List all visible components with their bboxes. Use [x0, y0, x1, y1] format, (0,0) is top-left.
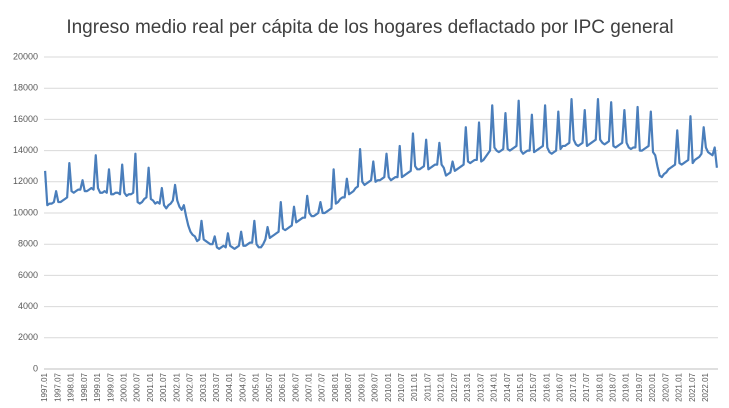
x-tick-label: 1998.07 [80, 372, 89, 401]
x-tick-label: 2014.01 [490, 372, 499, 401]
x-tick-label: 2003.01 [199, 372, 208, 401]
y-tick-label: 8000 [18, 239, 38, 249]
y-tick-label: 12000 [13, 176, 38, 186]
x-tick-label: 2019.01 [622, 372, 631, 401]
x-tick-label: 2021.07 [688, 372, 697, 401]
x-tick-label: 2012.01 [437, 372, 446, 401]
x-tick-label: 2016.01 [542, 372, 551, 401]
x-tick-label: 2020.07 [661, 372, 670, 401]
chart-title: Ingreso medio real per cápita de los hog… [66, 17, 673, 38]
y-tick-label: 16000 [13, 114, 38, 124]
x-tick-label: 2000.01 [120, 372, 129, 401]
x-tick-label: 2015.01 [516, 372, 525, 401]
x-tick-label: 2001.01 [146, 372, 155, 401]
y-tick-label: 4000 [18, 301, 38, 311]
x-tick-label: 1997.01 [40, 372, 49, 401]
x-tick-label: 2007.01 [305, 372, 314, 401]
x-tick-label: 2006.07 [291, 372, 300, 401]
x-tick-label: 2018.01 [595, 372, 604, 401]
x-tick-label: 2016.07 [556, 372, 565, 401]
x-tick-label: 2004.01 [225, 372, 234, 401]
x-tick-label: 2014.07 [503, 372, 512, 401]
y-tick-label: 2000 [18, 332, 38, 342]
y-tick-label: 0 [33, 363, 38, 373]
x-tick-label: 2009.01 [357, 372, 366, 401]
y-tick-label: 14000 [13, 145, 38, 155]
x-tick-label: 2013.07 [476, 372, 485, 401]
x-tick-label: 2008.01 [331, 372, 340, 401]
x-tick-label: 2012.07 [450, 372, 459, 401]
x-tick-label: 2010.07 [397, 372, 406, 401]
x-tick-label: 2001.07 [159, 372, 168, 401]
x-tick-label: 1997.07 [53, 372, 62, 401]
x-tick-label: 2015.07 [529, 372, 538, 401]
x-tick-label: 2000.07 [133, 372, 142, 401]
x-tick-label: 2006.01 [278, 372, 287, 401]
x-tick-label: 2002.07 [186, 372, 195, 401]
y-tick-label: 18000 [13, 83, 38, 93]
x-tick-label: 2019.07 [635, 372, 644, 401]
x-tick-label: 2022.01 [701, 372, 710, 401]
y-tick-label: 20000 [13, 51, 38, 61]
x-tick-label: 2005.07 [265, 372, 274, 401]
x-tick-label: 2020.01 [648, 372, 657, 401]
x-tick-label: 1999.01 [93, 372, 102, 401]
x-tick-label: 2009.07 [371, 372, 380, 401]
x-tick-label: 2021.01 [675, 372, 684, 401]
x-tick-label: 2017.01 [569, 372, 578, 401]
x-tick-label: 2005.01 [252, 372, 261, 401]
y-tick-label: 10000 [13, 207, 38, 217]
x-tick-label: 2002.01 [172, 372, 181, 401]
data-line [44, 98, 718, 250]
x-tick-label: 1999.07 [106, 372, 115, 401]
x-tick-label: 2003.07 [212, 372, 221, 401]
x-tick-label: 2011.07 [423, 372, 432, 401]
x-tick-label: 2007.07 [318, 372, 327, 401]
x-tick-label: 2004.07 [238, 372, 247, 401]
x-tick-label: 1998.01 [67, 372, 76, 401]
x-tick-label: 2011.01 [410, 372, 419, 401]
x-tick-label: 2017.07 [582, 372, 591, 401]
x-tick-label: 2018.07 [608, 372, 617, 401]
x-tick-label: 2008.07 [344, 372, 353, 401]
x-tick-label: 2013.01 [463, 372, 472, 401]
x-tick-label: 2010.01 [384, 372, 393, 401]
y-tick-label: 6000 [18, 270, 38, 280]
